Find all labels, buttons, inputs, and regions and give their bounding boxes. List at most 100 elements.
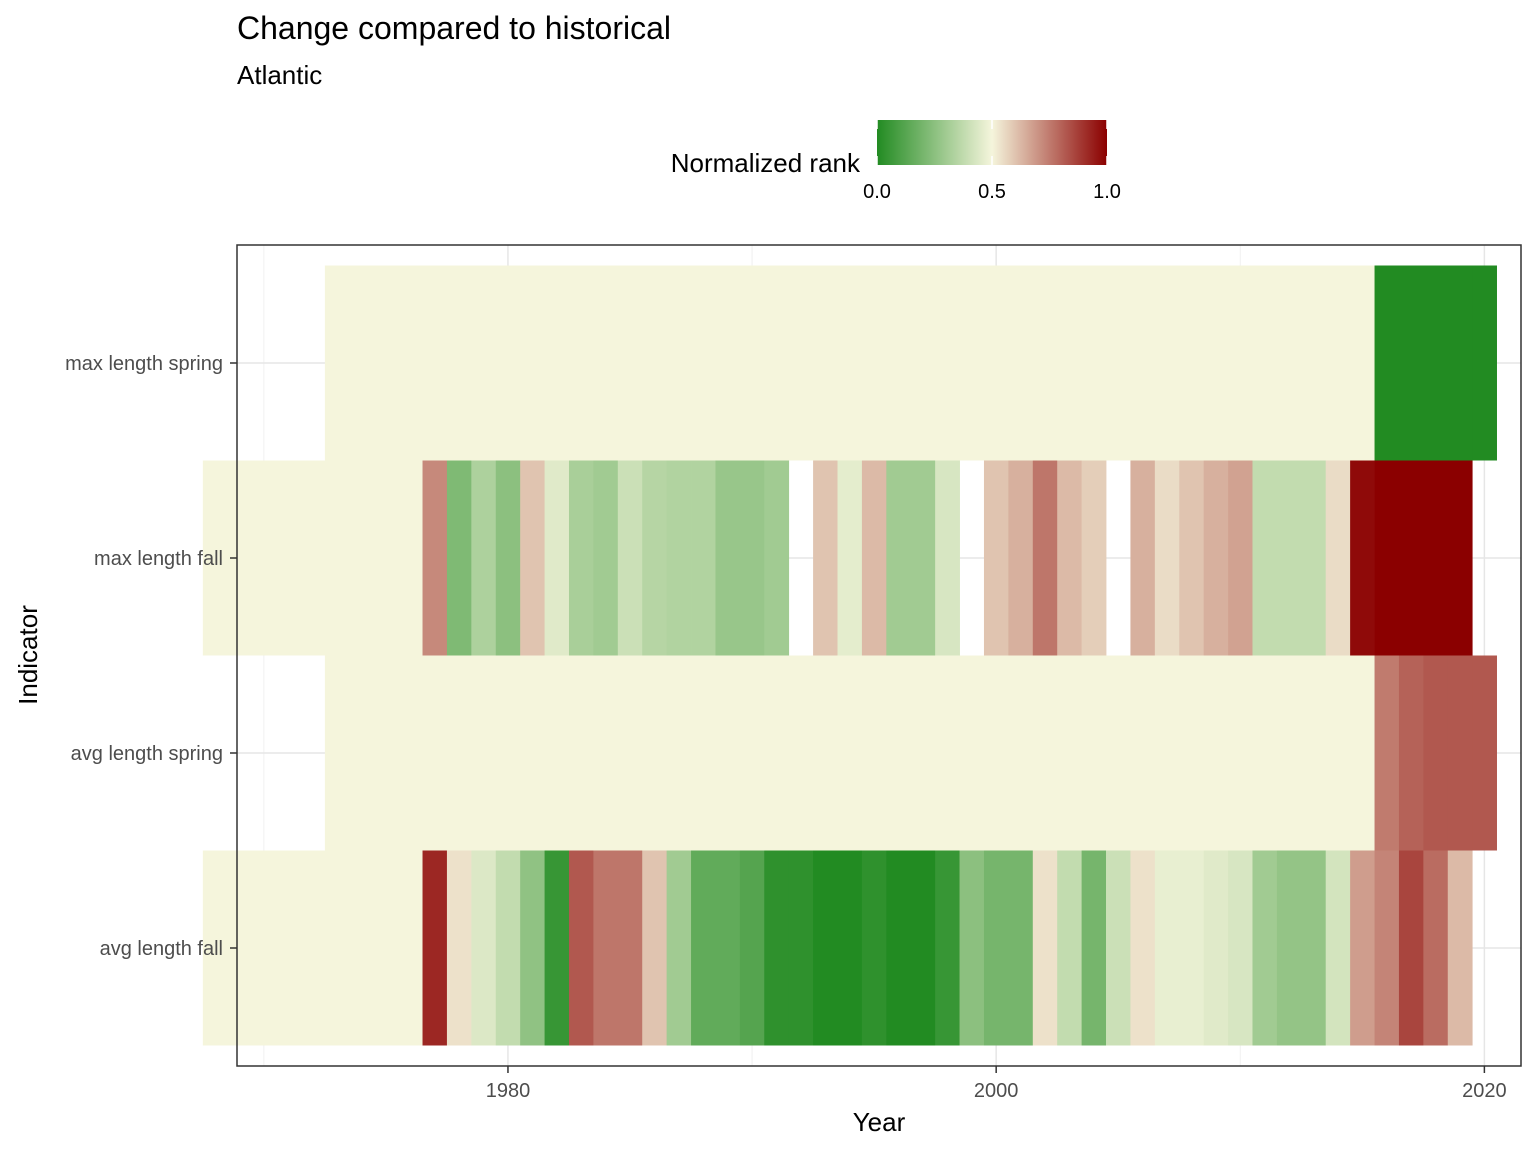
heatmap-cell xyxy=(642,460,668,656)
heatmap-cell xyxy=(520,460,545,656)
heatmap-cell xyxy=(1447,850,1473,1046)
heatmap-cell xyxy=(666,850,692,1046)
heatmap-cell xyxy=(642,850,668,1046)
heatmap-cell xyxy=(1057,850,1083,1046)
y-tick-label: avg length spring xyxy=(71,743,223,765)
heatmap-cell xyxy=(1374,265,1400,461)
y-tick-label: max length spring xyxy=(65,353,223,375)
heatmap-cell xyxy=(1057,460,1083,656)
heatmap-cell xyxy=(568,460,594,656)
heatmap-cell xyxy=(1179,850,1205,1046)
heatmap-cell xyxy=(1472,265,1497,461)
heatmap-cell xyxy=(837,460,863,656)
heatmap-cell xyxy=(1081,460,1107,656)
heatmap-cell xyxy=(495,460,521,656)
heatmap-cell xyxy=(1350,460,1375,656)
y-axis-title: Indicator xyxy=(13,605,43,705)
heatmap-cell xyxy=(1228,460,1253,656)
heatmap-cell xyxy=(666,460,692,656)
legend-tick-label: 0.5 xyxy=(978,181,1006,203)
heatmap-cell xyxy=(691,460,716,656)
heatmap-cell xyxy=(1203,850,1229,1046)
chart-subtitle: Atlantic xyxy=(237,60,323,90)
heatmap-cell xyxy=(886,850,912,1046)
heatmap-cell xyxy=(1398,265,1424,461)
heatmap-cell xyxy=(1008,460,1034,656)
heatmap-cell xyxy=(1374,460,1400,656)
heatmap-cell-range xyxy=(202,850,423,1046)
heatmap-cell xyxy=(1154,850,1180,1046)
heatmap-cell xyxy=(471,850,497,1046)
heatmap-cell xyxy=(1301,850,1327,1046)
heatmap-cell xyxy=(1276,460,1302,656)
x-tick-label: 1980 xyxy=(486,1080,531,1102)
heatmap-cell xyxy=(1276,850,1302,1046)
heatmap-cell xyxy=(1154,460,1180,656)
heatmap-cell xyxy=(691,850,716,1046)
heatmap-cell xyxy=(446,850,472,1046)
heatmap-cell xyxy=(495,850,521,1046)
heatmap-cell xyxy=(422,850,448,1046)
y-tick-label: max length fall xyxy=(94,548,223,570)
heatmap-cell xyxy=(886,460,912,656)
heatmap-cell xyxy=(1374,655,1400,851)
heatmap-cell xyxy=(861,460,887,656)
heatmap-cell xyxy=(910,460,936,656)
heatmap-cell xyxy=(935,460,960,656)
heatmap-cell xyxy=(764,460,790,656)
y-axis: avg length fall avg length spring max leng… xyxy=(65,353,237,960)
heatmap-cell xyxy=(1423,460,1449,656)
heatmap-cell xyxy=(910,850,936,1046)
heatmap-cell xyxy=(1423,850,1449,1046)
heatmap-cell xyxy=(1350,850,1375,1046)
heatmap-cell xyxy=(1130,460,1156,656)
heatmap-cell xyxy=(1398,850,1424,1046)
heatmap-cell xyxy=(1032,460,1058,656)
legend-tick-label: 1.0 xyxy=(1093,181,1121,203)
panel-border xyxy=(236,244,1522,1067)
heatmap-cell xyxy=(1423,655,1449,851)
heatmap-cell xyxy=(1252,460,1278,656)
heatmap-cell xyxy=(1008,850,1034,1046)
y-tick-label: avg length fall xyxy=(100,938,223,960)
heatmap-cell xyxy=(593,850,619,1046)
heatmap-cell xyxy=(1203,460,1229,656)
heatmap-cell xyxy=(1228,850,1253,1046)
heatmap-cell xyxy=(788,850,814,1046)
heatmap-cell xyxy=(422,460,448,656)
heatmap-cell-range xyxy=(202,460,423,656)
heatmap-cell xyxy=(1325,850,1351,1046)
heatmap-cell xyxy=(593,460,619,656)
heatmap-cell xyxy=(544,850,570,1046)
x-axis: 1980 2000 2020 xyxy=(486,1066,1507,1102)
heatmap-cell xyxy=(1447,460,1473,656)
heatmap-cell xyxy=(1081,850,1107,1046)
heatmap-cell xyxy=(739,460,765,656)
heatmap-cell xyxy=(1398,460,1424,656)
heatmap-cell xyxy=(739,850,765,1046)
heatmap-cell xyxy=(471,460,497,656)
heatmap-cell-range xyxy=(324,265,1375,461)
heatmap-cell xyxy=(813,850,838,1046)
heatmap-cell xyxy=(1374,850,1400,1046)
heatmap-cell xyxy=(520,850,545,1046)
x-tick-label: 2000 xyxy=(974,1080,1019,1102)
heatmap-cell xyxy=(1325,460,1351,656)
heatmap-cell xyxy=(1423,265,1449,461)
x-axis-title: Year xyxy=(853,1107,906,1137)
heatmap-cell xyxy=(1106,850,1131,1046)
legend-tick-label: 0.0 xyxy=(863,181,891,203)
heatmap-cell xyxy=(959,850,985,1046)
heatmap-cell xyxy=(446,460,472,656)
heatmap-cell xyxy=(813,460,838,656)
color-legend: Normalized rank 0.0 0.5 1.0 xyxy=(671,120,1121,203)
heatmap-cell xyxy=(1032,850,1058,1046)
heatmap-cell xyxy=(544,460,570,656)
heatmap-cell xyxy=(617,850,643,1046)
heatmap-cell xyxy=(983,460,1009,656)
heatmap-cell xyxy=(617,460,643,656)
heatmap-cell xyxy=(837,850,863,1046)
heatmap-cell xyxy=(935,850,960,1046)
heatmap-cell xyxy=(764,850,790,1046)
